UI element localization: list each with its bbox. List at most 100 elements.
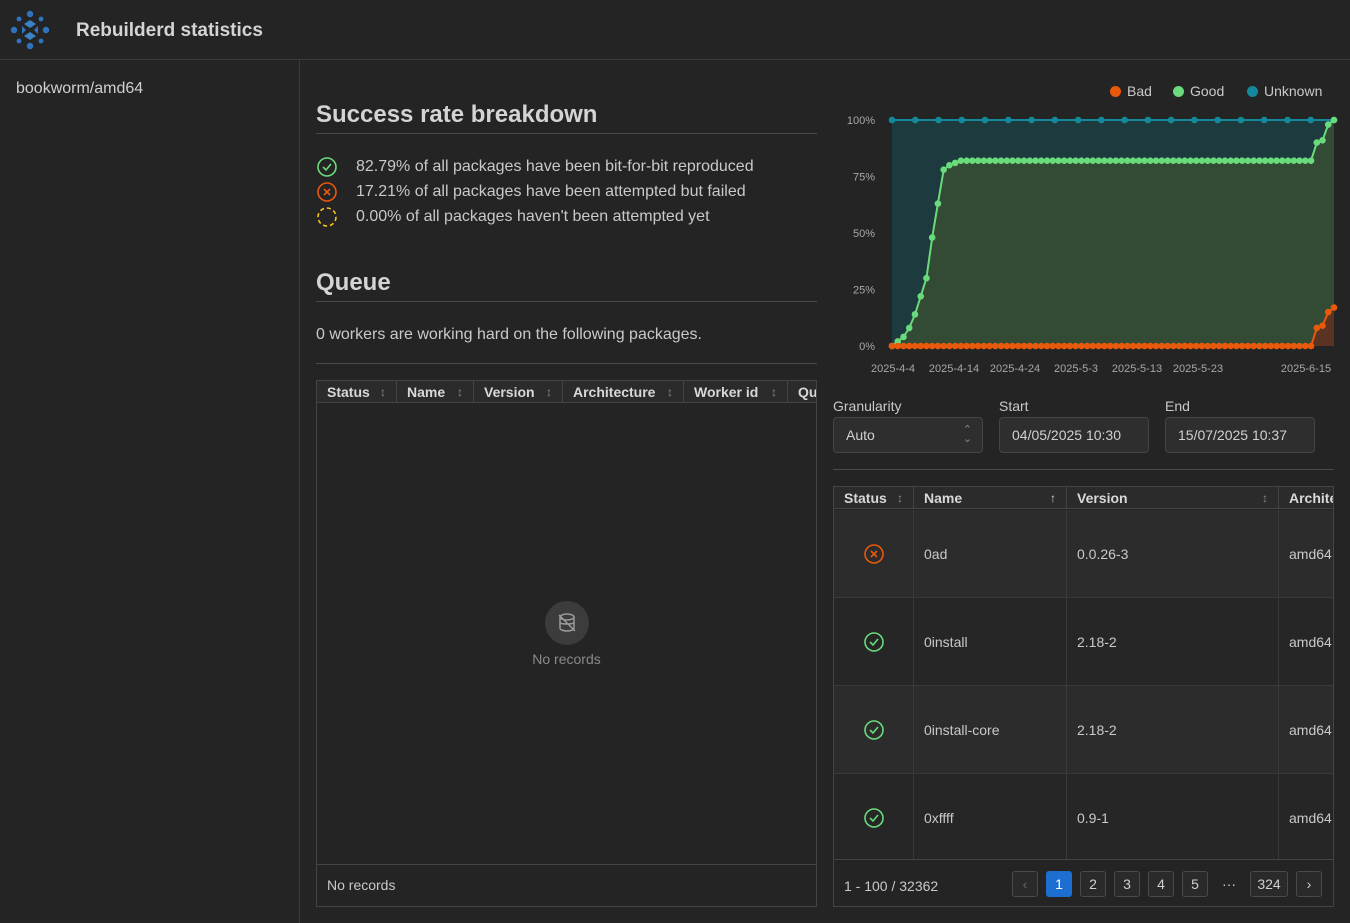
page-button-3[interactable]: 3	[1114, 871, 1140, 897]
legend-dot-good	[1173, 85, 1184, 97]
next-page-button[interactable]: ›	[1296, 871, 1322, 897]
pkg-col-status[interactable]: Status ↕	[834, 487, 914, 508]
pkg-col-version[interactable]: Version ↕	[1067, 487, 1279, 508]
pkg-version: 2.18-2	[1067, 598, 1279, 685]
unknown-point	[1191, 116, 1198, 124]
sort-icon: ↕	[667, 384, 673, 399]
good-point	[1112, 157, 1120, 164]
good-point	[1267, 157, 1275, 164]
start-date-input[interactable]: 04/05/2025 10:30	[999, 417, 1149, 453]
bad-point	[1330, 304, 1338, 311]
good-point	[1106, 157, 1114, 164]
granularity-select[interactable]: Auto ⌃ ⌄	[833, 417, 983, 453]
page-button-324[interactable]: 324	[1250, 871, 1288, 897]
success-rate-title: Success rate breakdown	[316, 101, 817, 134]
good-point	[1238, 157, 1246, 164]
end-label: End	[1165, 398, 1190, 414]
stat-unattempted-text: 0.00% of all packages haven't been attem…	[356, 208, 710, 225]
pkg-name[interactable]: 0ad	[914, 510, 1067, 597]
good-point	[1330, 116, 1338, 124]
bad-point	[1256, 342, 1263, 350]
good-point	[1043, 157, 1051, 164]
bad-point	[1244, 342, 1252, 350]
bad-point	[911, 342, 919, 350]
unknown-point	[1237, 116, 1245, 124]
page-button-1[interactable]: 1	[1046, 871, 1072, 897]
legend-item-good[interactable]: Good	[1173, 83, 1224, 99]
pkg-arch: amd64	[1289, 721, 1332, 738]
rebuilderd-logo-icon[interactable]	[10, 10, 50, 50]
bad-point	[1204, 342, 1212, 350]
table-row[interactable]: 0install-core 2.18-2 amd64	[834, 686, 1333, 774]
bad-point	[1003, 342, 1011, 350]
bad-point	[1089, 342, 1097, 350]
sidebar-item-bookworm-amd64[interactable]: bookworm/amd64	[16, 80, 144, 97]
table-row[interactable]: 0xffff 0.9-1 amd64	[834, 774, 1333, 862]
page-button-5[interactable]: 5	[1182, 871, 1208, 897]
packages-table-header: Status ↕ Name ↑ Version ↕ Archite	[834, 487, 1333, 509]
bad-point	[1313, 324, 1321, 332]
good-point	[986, 157, 993, 164]
good-point	[1279, 157, 1286, 164]
pkg-name[interactable]: 0install-core	[914, 686, 1067, 773]
good-point	[1078, 157, 1085, 164]
legend-item-unknown[interactable]: Unknown	[1247, 83, 1322, 99]
queue-col-queued[interactable]: Qu	[788, 381, 816, 402]
bad-point	[1175, 342, 1183, 350]
bad-point	[1319, 322, 1326, 329]
good-point	[1124, 157, 1131, 164]
good-point	[980, 157, 988, 164]
pkg-name[interactable]: 0install	[914, 598, 1067, 685]
pkg-arch: amd64	[1289, 633, 1332, 650]
queue-col-name[interactable]: Name ↕	[397, 381, 474, 402]
good-point	[1118, 157, 1125, 164]
good-point	[1009, 157, 1016, 164]
bad-point	[888, 342, 896, 350]
pkg-name[interactable]: 0xffff	[914, 774, 1067, 861]
queue-table: Status ↕ Name ↕ Version ↕ Architecture ↕ Wor…	[316, 380, 817, 907]
queue-table-header: Status ↕ Name ↕ Version ↕ Architecture ↕ Wor…	[317, 381, 816, 403]
bad-point	[928, 342, 936, 350]
bad-point	[946, 342, 953, 350]
bad-point	[1060, 342, 1068, 350]
sort-asc-icon: ↑	[1050, 490, 1056, 505]
database-off-icon	[544, 601, 589, 645]
queue-col-status[interactable]: Status ↕	[317, 381, 397, 402]
start-label: Start	[999, 398, 1029, 414]
queue-col-worker-id[interactable]: Worker id ↕	[684, 381, 788, 402]
end-date-input[interactable]: 15/07/2025 10:37	[1165, 417, 1315, 453]
unknown-point	[1284, 116, 1291, 124]
unknown-point	[1005, 116, 1012, 124]
bad-point	[1296, 342, 1303, 350]
page-button-2[interactable]: 2	[1080, 871, 1106, 897]
bad-point	[1169, 342, 1177, 350]
bad-point	[1215, 342, 1223, 350]
good-point	[1313, 139, 1321, 146]
x-circle-icon	[317, 182, 337, 202]
legend-item-bad[interactable]: Bad	[1110, 83, 1152, 99]
bad-point	[1307, 342, 1315, 350]
good-point	[1049, 157, 1057, 164]
check-circle-icon	[317, 157, 337, 177]
good-point	[1192, 157, 1200, 164]
pkg-col-name[interactable]: Name ↑	[914, 487, 1067, 508]
pkg-version: 2.18-2	[1067, 686, 1279, 773]
bad-point	[1135, 342, 1143, 350]
sort-icon: ↕	[457, 384, 463, 399]
x-tick-label: 2025-4-4	[871, 363, 915, 375]
bad-point	[1101, 342, 1108, 350]
good-point	[1026, 157, 1034, 164]
page-ellipsis[interactable]: ···	[1222, 876, 1236, 892]
bad-point	[1279, 342, 1286, 350]
table-row[interactable]: 0install 2.18-2 amd64	[834, 598, 1333, 686]
unknown-point	[935, 116, 942, 124]
queue-col-version[interactable]: Version ↕	[474, 381, 563, 402]
prev-page-button[interactable]: ‹	[1012, 871, 1038, 897]
unknown-point	[1167, 116, 1175, 124]
pkg-col-architecture[interactable]: Archite	[1279, 487, 1333, 508]
x-tick-label: 2025-5-23	[1173, 363, 1223, 375]
table-row[interactable]: 0ad 0.0.26-3 amd64	[834, 510, 1333, 598]
page-button-4[interactable]: 4	[1148, 871, 1174, 897]
good-point	[1221, 157, 1229, 164]
queue-col-architecture[interactable]: Architecture ↕	[563, 381, 684, 402]
